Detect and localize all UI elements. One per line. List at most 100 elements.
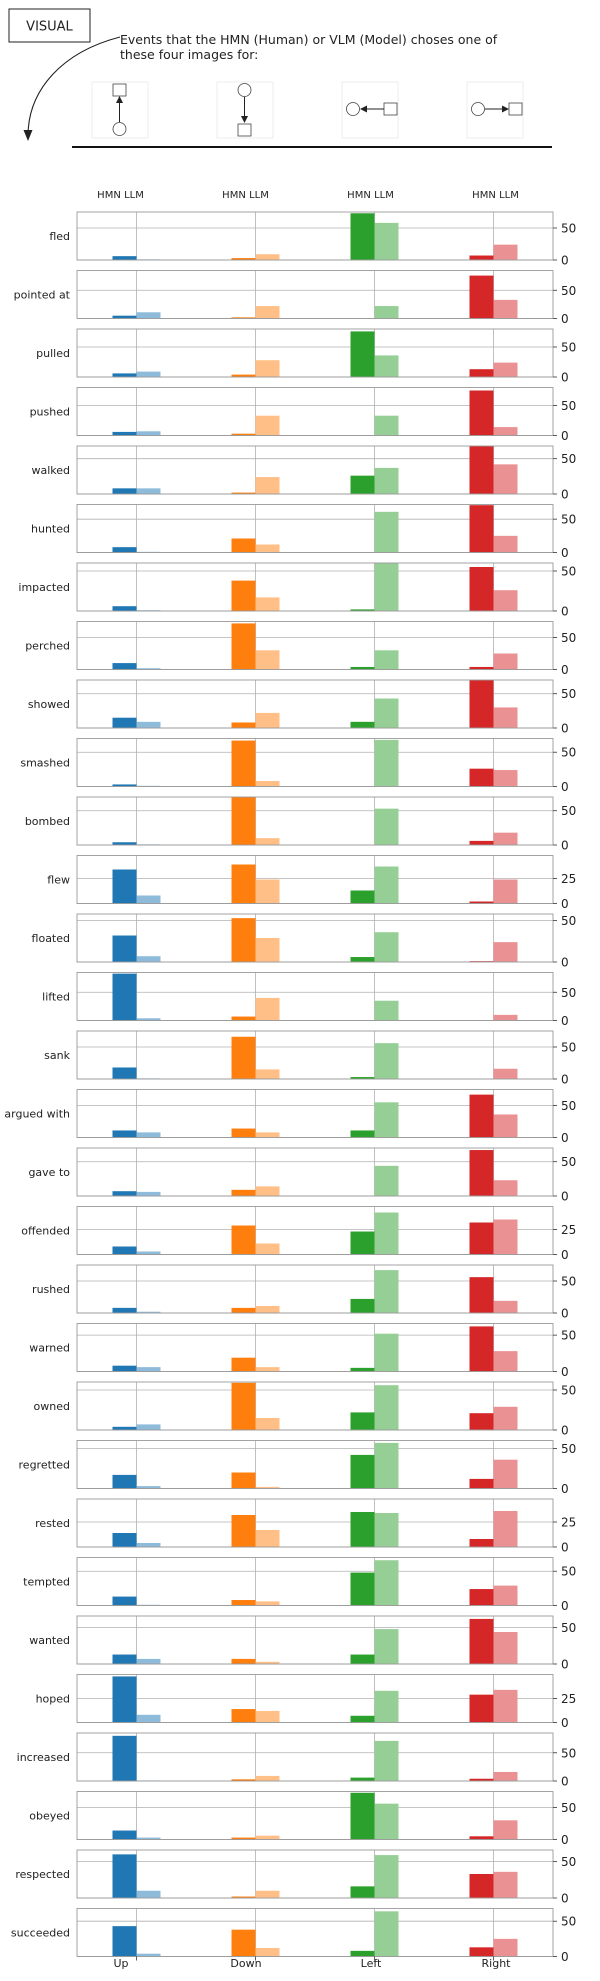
bar-llm-left: [374, 1740, 399, 1781]
bar-llm-up: [136, 1132, 161, 1138]
bar-llm-down: [255, 1835, 280, 1840]
panel-frame: [76, 1323, 554, 1372]
bar-hmn-right: [469, 1874, 494, 1898]
bar-hmn-down: [231, 1225, 256, 1255]
bar-llm-down: [255, 1530, 280, 1547]
y-tick-label: 0: [561, 371, 569, 385]
bar-hmn-left: [350, 957, 375, 962]
row-label: gave to: [28, 1166, 70, 1179]
y-tick-label: 0: [561, 1658, 569, 1672]
y-tick-label: 0: [561, 254, 569, 268]
panel-pushed: 0 50 pushed: [30, 387, 576, 443]
y-tick-label: 0: [561, 897, 569, 911]
bar-hmn-left: [350, 890, 375, 904]
panel-frame: [76, 1557, 554, 1606]
caption-line-2: these four images for:: [120, 47, 258, 62]
panel-frame: [76, 738, 554, 787]
bar-hmn-left: [350, 1572, 375, 1606]
bar-llm-up: [136, 1543, 161, 1547]
column-header-left: HMN LLM: [347, 190, 394, 201]
bar-hmn-right: [469, 1478, 494, 1489]
bar-llm-right: [493, 1351, 518, 1372]
bar-llm-up: [136, 1714, 161, 1723]
bar-hmn-left: [350, 609, 375, 611]
bar-llm-left: [374, 1102, 399, 1138]
bar-hmn-left: [350, 1367, 375, 1372]
bar-hmn-right: [469, 505, 494, 553]
bar-hmn-down: [231, 580, 256, 611]
bar-hmn-left: [350, 1886, 375, 1898]
panel-frame: [76, 1440, 554, 1489]
bar-llm-up: [136, 956, 161, 962]
panel-frame: [76, 796, 554, 846]
bar-llm-down: [255, 1243, 280, 1255]
row-label: impacted: [18, 581, 70, 594]
bar-hmn-down: [231, 1357, 256, 1372]
row-label: warned: [29, 1342, 70, 1355]
bar-llm-down: [255, 1305, 280, 1313]
bar-llm-up: [136, 1837, 161, 1840]
y-tick-label: 0: [561, 1541, 569, 1555]
panel-succeeded: 0 50 succeeded: [11, 1908, 576, 1964]
y-tick-label: 50: [561, 1621, 576, 1635]
visual-title-box: VISUAL: [8, 8, 91, 43]
bar-llm-right: [493, 770, 518, 787]
col-head-hmn: HMN: [472, 190, 496, 201]
bar-llm-up: [136, 1890, 161, 1898]
y-tick-label: 50: [561, 631, 576, 645]
bar-hmn-down: [231, 1929, 256, 1957]
y-tick-label: 25: [561, 1516, 576, 1530]
col-head-llm: LLM: [124, 190, 144, 201]
bar-llm-left: [374, 1212, 399, 1255]
bar-llm-left: [374, 808, 399, 845]
bar-hmn-right: [469, 1150, 494, 1196]
bar-llm-left: [374, 1333, 399, 1372]
row-label: rested: [35, 1517, 70, 1530]
row-label: walked: [31, 464, 70, 477]
y-tick-label: 50: [561, 565, 576, 579]
bar-hmn-right: [469, 1778, 494, 1781]
panel-owned: 0 50 owned: [34, 1381, 576, 1438]
bar-hmn-right: [469, 1589, 494, 1606]
bar-hmn-down: [231, 538, 256, 553]
bar-hmn-up: [112, 1926, 137, 1957]
row-label: increased: [17, 1751, 70, 1764]
row-label: sank: [44, 1049, 70, 1062]
y-tick-label: 0: [561, 1365, 569, 1379]
y-tick-label: 0: [561, 956, 569, 970]
panel-perched: 0 50 perched: [25, 621, 576, 677]
bar-llm-right: [493, 535, 518, 553]
y-tick-label: 50: [561, 399, 576, 413]
bar-hmn-up: [112, 606, 137, 611]
y-tick-label: 0: [561, 780, 569, 794]
bar-hmn-right: [469, 1539, 494, 1547]
bar-llm-left: [374, 563, 399, 611]
bar-llm-left: [374, 1165, 399, 1196]
panel-tempted: 0 50 tempted: [23, 1557, 576, 1613]
bar-hmn-down: [231, 1128, 256, 1138]
y-tick-label: 0: [561, 1482, 569, 1496]
row-label: hoped: [36, 1693, 70, 1706]
row-label: owned: [34, 1400, 70, 1413]
bar-llm-left: [374, 932, 399, 962]
bar-llm-down: [255, 306, 280, 319]
panel-frame: [76, 855, 554, 904]
row-label: regretted: [19, 1459, 70, 1472]
col-head-hmn: HMN: [222, 190, 246, 201]
bar-hmn-right: [469, 768, 494, 787]
y-tick-label: 50: [561, 1384, 576, 1398]
bar-llm-up: [136, 1486, 161, 1489]
bar-hmn-left: [350, 1792, 375, 1840]
panel-pulled: 0 50 pulled: [36, 328, 576, 385]
bar-llm-down: [255, 997, 280, 1021]
bar-llm-right: [493, 1871, 518, 1898]
bar-llm-down: [255, 360, 280, 377]
panel-frame: [76, 1908, 554, 1957]
bar-llm-left: [374, 866, 399, 904]
y-tick-label: 0: [561, 1131, 569, 1145]
bar-llm-down: [255, 1890, 280, 1898]
y-tick-label: 0: [561, 1892, 569, 1906]
panel-frame: [76, 445, 554, 495]
bar-hmn-right: [469, 1277, 494, 1313]
bar-llm-right: [493, 1300, 518, 1313]
